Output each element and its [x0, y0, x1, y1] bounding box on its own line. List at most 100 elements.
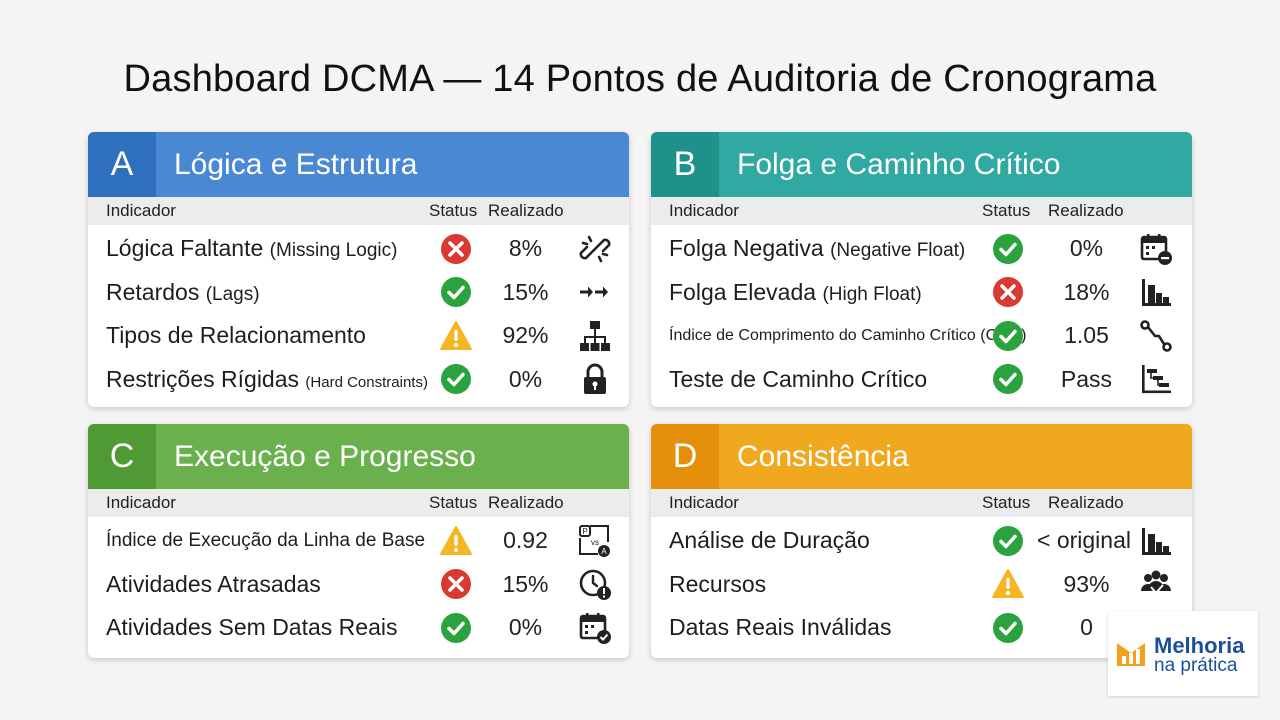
section-letter: D [651, 424, 719, 489]
indicator-name: Restrições Rígidas (Hard Constraints) [106, 365, 428, 392]
pass-icon [993, 525, 1023, 556]
indicator-name: Análise de Duração [669, 527, 870, 554]
realized-value: < original [1037, 527, 1131, 554]
pass-icon [993, 233, 1023, 264]
col-status: Status [429, 493, 478, 512]
realized-value: 1.05 [1064, 322, 1109, 349]
indicator-name: Teste de Caminho Crítico [669, 365, 928, 392]
realized-value: 0% [508, 614, 543, 641]
broken-link-icon [579, 235, 611, 263]
indicator-name: Índice de Comprimento do Caminho Crítico… [669, 326, 1027, 344]
section-title: Consistência [737, 439, 909, 473]
table-row: Índice de Comprimento do Caminho Crítico… [651, 314, 1192, 358]
col-status: Status [982, 493, 1031, 512]
section-letter: B [651, 132, 719, 197]
realized-value: Pass [1060, 365, 1113, 392]
bar-chart-icon [1142, 527, 1171, 555]
col-indicator: Indicador [106, 201, 176, 220]
indicator-name: Lógica Faltante (Missing Logic) [106, 235, 398, 262]
table-row: Teste de Caminho Crítico Pass [651, 358, 1192, 402]
table-row: Recursos 93% [651, 563, 1192, 607]
column-header: Indicador Status Realizado [88, 197, 629, 225]
realized-value: 15% [502, 570, 549, 597]
section-letter: C [88, 424, 156, 489]
table-row: Atividades Atrasadas 15% [88, 563, 629, 607]
plan-label: P [582, 527, 587, 536]
col-indicator: Indicador [669, 201, 739, 220]
col-realized: Realizado [488, 493, 564, 512]
vs-label: vs [591, 538, 599, 547]
card-header: D Consistência [651, 424, 1192, 489]
column-header: Indicador Status Realizado [88, 489, 629, 517]
realized-value: 0% [1069, 235, 1104, 262]
indicator-name: Atividades Sem Datas Reais [106, 614, 398, 641]
table-row: Restrições Rígidas (Hard Constraints) 0% [88, 358, 629, 402]
logo-line-2: na prática [1154, 655, 1238, 676]
col-status: Status [982, 201, 1031, 220]
table-row: Índice de Execução da Linha de Base 0.92… [88, 519, 629, 563]
card-header: A Lógica e Estrutura [88, 132, 629, 197]
col-realized: Realizado [1048, 493, 1124, 512]
table-row: Retardos (Lags) 15% [88, 271, 629, 315]
pass-icon [441, 612, 471, 643]
card-logica-estrutura: A Lógica e Estrutura Indicador Status Re… [88, 132, 629, 407]
warning-icon [440, 525, 472, 555]
calendar-check-icon [579, 612, 611, 644]
card-header: B Folga e Caminho Crítico [651, 132, 1192, 197]
table-row: Análise de Duração < original [651, 519, 1192, 563]
pass-icon [993, 320, 1023, 351]
page-title: Dashboard DCMA — 14 Pontos de Auditoria … [123, 58, 1157, 100]
column-header: Indicador Status Realizado [651, 489, 1192, 517]
warning-icon [440, 320, 472, 350]
hierarchy-icon [580, 320, 610, 351]
realized-value: 93% [1063, 570, 1110, 597]
logo-line-1: Melhoria [1154, 633, 1245, 658]
table-row: Tipos de Relacionamento 92% [88, 314, 629, 358]
table-row: Folga Negativa (Negative Float) 0% [651, 227, 1192, 271]
actual-label: A [601, 547, 607, 556]
table-row: Datas Reais Inválidas 0 [651, 606, 1192, 650]
section-letter: A [88, 132, 156, 197]
gantt-icon [1142, 365, 1171, 394]
indicator-name: Atividades Atrasadas [106, 570, 321, 597]
fail-icon [993, 277, 1023, 308]
section-title: Lógica e Estrutura [174, 147, 418, 181]
col-indicator: Indicador [106, 493, 176, 512]
pass-icon [993, 612, 1023, 643]
table-row: Lógica Faltante (Missing Logic) 8% [88, 227, 629, 271]
col-status: Status [429, 201, 478, 220]
realized-value: 0% [508, 365, 543, 392]
bar-chart-icon [1142, 279, 1171, 307]
realized-value: 8% [508, 235, 543, 262]
indicator-name: Datas Reais Inválidas [669, 614, 892, 641]
fail-icon [441, 233, 471, 264]
col-indicator: Indicador [669, 493, 739, 512]
realized-value: 0 [1080, 614, 1093, 641]
pass-icon [441, 364, 471, 395]
indicator-name: Recursos [669, 570, 767, 597]
indicator-name: Retardos (Lags) [106, 278, 260, 305]
card-header: C Execução e Progresso [88, 424, 629, 489]
realized-value: 18% [1063, 278, 1110, 305]
card-folga-caminho-critico: B Folga e Caminho Crítico Indicador Stat… [651, 132, 1192, 407]
card-consistencia: D Consistência Indicador Status Realizad… [651, 424, 1192, 658]
indicator-name: Tipos de Relacionamento [106, 322, 366, 349]
clock-alert-icon [579, 569, 611, 601]
table-row: Atividades Sem Datas Reais 0% [88, 606, 629, 650]
indicator-name: Folga Elevada (High Float) [669, 278, 922, 305]
indicator-name: Folga Negativa (Negative Float) [669, 235, 966, 262]
realized-value: 92% [502, 322, 549, 349]
arrows-right-icon [580, 286, 608, 298]
people-icon [1141, 570, 1171, 595]
calendar-minus-icon [1140, 233, 1172, 265]
section-title: Folga e Caminho Crítico [737, 147, 1061, 181]
pass-icon [993, 364, 1023, 395]
realized-value: 0.92 [503, 527, 548, 554]
indicator-name: Índice de Execução da Linha de Base [106, 529, 426, 551]
lock-icon [584, 363, 606, 395]
pass-icon [441, 277, 471, 308]
column-header: Indicador Status Realizado [651, 197, 1192, 225]
logo-mark-icon [1117, 643, 1145, 666]
col-realized: Realizado [488, 201, 564, 220]
col-realized: Realizado [1048, 201, 1124, 220]
